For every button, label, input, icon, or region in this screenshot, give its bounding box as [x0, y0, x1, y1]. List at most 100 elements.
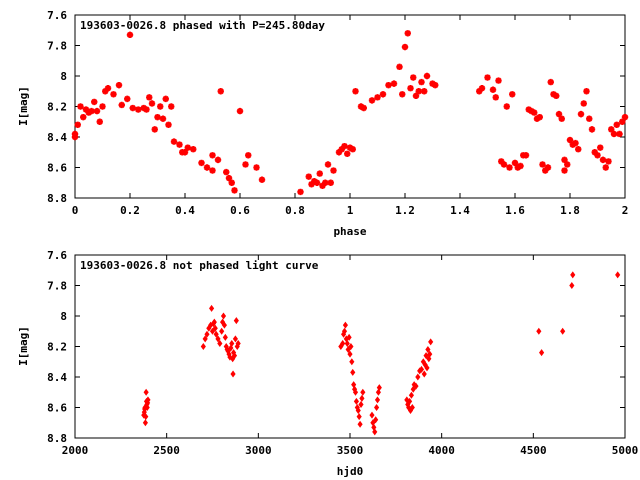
- x-ticks: 2000 2500 3000 3500 4000 4500 5000: [62, 255, 639, 457]
- data-point: [478, 85, 486, 92]
- data-point: [399, 91, 406, 98]
- data-point: [547, 78, 554, 86]
- data-point: [360, 104, 367, 112]
- data-point: [358, 400, 364, 408]
- data-point: [425, 346, 431, 354]
- data-point: [217, 88, 224, 95]
- data-point: [415, 88, 422, 95]
- data-point: [409, 403, 415, 412]
- x-tick-label: 4000: [428, 444, 455, 457]
- data-points: [71, 30, 629, 196]
- data-point: [615, 271, 621, 279]
- data-point: [91, 98, 98, 106]
- data-point: [227, 353, 233, 361]
- chart-title: 193603-0026.8 not phased light curve: [80, 259, 319, 272]
- x-tick-label: 0: [72, 204, 79, 217]
- data-point: [221, 321, 227, 329]
- data-point: [374, 403, 380, 412]
- data-point: [575, 146, 582, 153]
- data-point: [222, 333, 228, 341]
- data-point: [157, 103, 164, 110]
- data-point: [232, 335, 238, 343]
- data-point: [236, 107, 244, 115]
- x-tick-label: 3500: [337, 444, 364, 457]
- data-point: [230, 370, 236, 378]
- data-point: [143, 106, 150, 113]
- data-point: [242, 161, 249, 168]
- data-point: [198, 159, 205, 167]
- data-point: [324, 161, 332, 168]
- y-tick-label: 8.6: [47, 162, 67, 175]
- y-tick-label: 8.2: [47, 101, 67, 114]
- data-point: [428, 338, 434, 346]
- y-tick-label: 8.8: [47, 432, 67, 445]
- data-point: [217, 339, 223, 347]
- data-point: [96, 118, 103, 125]
- data-point: [564, 161, 571, 168]
- data-point: [423, 352, 429, 360]
- data-point: [253, 164, 260, 171]
- x-tick-label: 1: [347, 204, 354, 217]
- y-tick-label: 8: [60, 310, 67, 323]
- data-point: [421, 370, 427, 378]
- data-point: [297, 188, 304, 196]
- data-point: [228, 179, 235, 186]
- x-tick-label: 1.4: [450, 204, 470, 217]
- data-point: [203, 164, 211, 171]
- y-axis-label: I[mag]: [17, 326, 30, 366]
- data-point: [200, 342, 206, 351]
- x-ticks: 0 0.2 0.4 0.6 0.8 1 1.2 1.4 1.6 1.8 2: [72, 15, 629, 217]
- data-point: [80, 113, 87, 121]
- data-point: [390, 80, 398, 87]
- data-point: [558, 115, 565, 122]
- x-tick-label: 2: [622, 204, 629, 217]
- data-point: [229, 339, 235, 347]
- data-point: [597, 144, 604, 151]
- y-tick-label: 8.8: [47, 192, 67, 205]
- data-point: [345, 346, 351, 354]
- data-point: [223, 168, 230, 176]
- data-point: [77, 103, 84, 110]
- data-point: [342, 321, 348, 329]
- data-point: [356, 413, 362, 421]
- data-point: [536, 327, 542, 335]
- data-point: [566, 136, 574, 144]
- data-point: [353, 397, 359, 405]
- data-point: [570, 271, 576, 279]
- data-point: [233, 317, 239, 325]
- data-point: [348, 342, 354, 351]
- data-point: [165, 121, 172, 128]
- data-point: [154, 113, 161, 121]
- unphased-light-curve-chart: 193603-0026.8 not phased light curve hjd…: [17, 249, 638, 478]
- data-point: [143, 388, 149, 396]
- y-tick-label: 7.6: [47, 9, 67, 22]
- data-point: [327, 179, 334, 186]
- data-point: [135, 106, 142, 113]
- data-point: [506, 164, 513, 171]
- data-point: [605, 158, 612, 165]
- data-point: [408, 391, 414, 399]
- x-tick-label: 5000: [612, 444, 639, 457]
- data-point: [500, 161, 508, 168]
- data-point: [401, 43, 409, 51]
- data-point: [330, 167, 337, 174]
- data-point: [88, 107, 95, 115]
- data-point: [544, 164, 552, 171]
- data-point: [209, 327, 216, 335]
- data-point: [374, 94, 381, 101]
- data-point: [594, 152, 601, 159]
- x-tick-label: 1.8: [560, 204, 580, 217]
- data-point: [369, 411, 375, 419]
- data-point: [539, 161, 546, 168]
- data-point: [616, 130, 623, 138]
- data-point: [344, 150, 351, 157]
- data-point: [350, 368, 356, 376]
- x-tick-label: 2500: [153, 444, 180, 457]
- data-point: [536, 113, 543, 121]
- phased-light-curve-chart: 193603-0026.8 phased with P=245.80day ph…: [17, 9, 628, 238]
- data-point: [357, 420, 363, 428]
- data-point: [148, 100, 156, 107]
- data-point: [423, 72, 431, 80]
- data-point: [374, 396, 381, 404]
